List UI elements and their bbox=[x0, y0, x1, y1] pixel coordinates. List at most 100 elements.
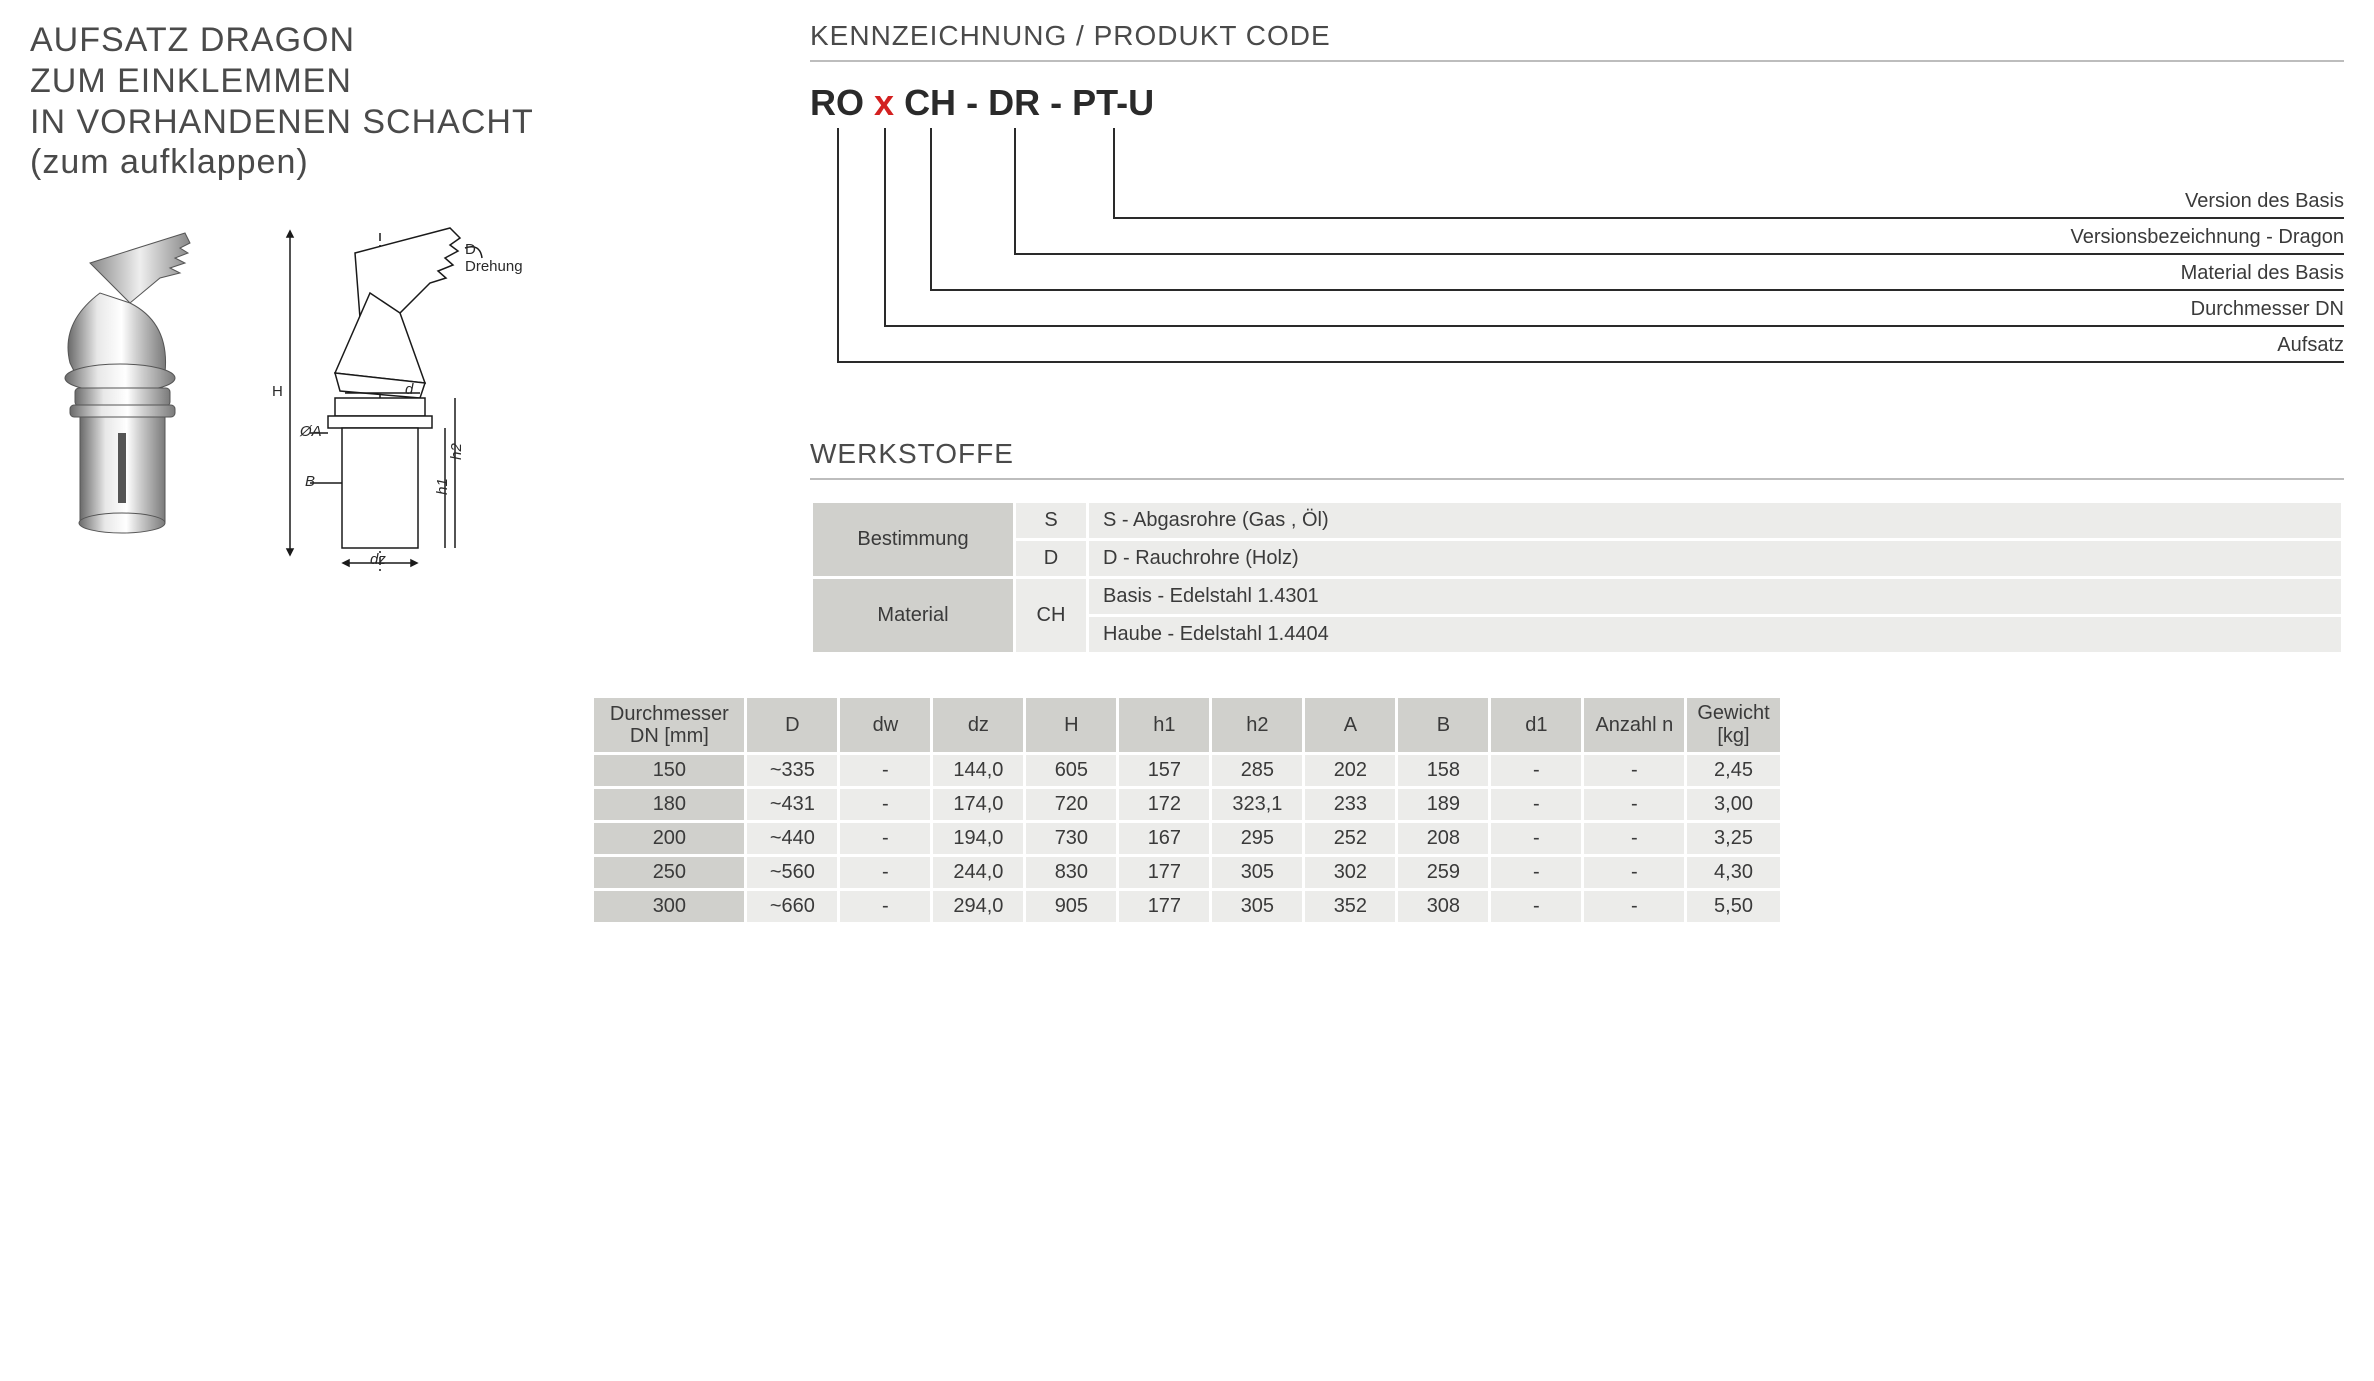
code-legend-diagram: Version des BasisVersionsbezeichnung - D… bbox=[810, 128, 2344, 388]
table-row: D D - Rauchrohre (Holz) bbox=[813, 541, 2341, 576]
mt-code: D bbox=[1016, 541, 1086, 576]
label-d: d bbox=[405, 381, 413, 398]
top-row: AUFSATZ DRAGON ZUM EINKLEMMEN IN VORHAND… bbox=[30, 20, 2344, 655]
table-cell: 300 bbox=[594, 891, 744, 922]
table-header-cell: D bbox=[747, 698, 837, 752]
table-cell: - bbox=[1584, 891, 1684, 922]
materials-table: Bestimmung S S - Abgasrohre (Gas , Öl) D… bbox=[810, 500, 2344, 655]
table-cell: - bbox=[840, 891, 930, 922]
table-cell: 305 bbox=[1212, 857, 1302, 888]
table-header-cell: B bbox=[1398, 698, 1488, 752]
product-code: RO x CH - DR - PT-U bbox=[810, 82, 2344, 124]
table-cell: 302 bbox=[1305, 857, 1395, 888]
product-photo bbox=[30, 223, 230, 543]
table-cell: - bbox=[840, 857, 930, 888]
table-cell: 3,25 bbox=[1687, 823, 1779, 854]
table-cell: 308 bbox=[1398, 891, 1488, 922]
mt-code: CH bbox=[1016, 579, 1086, 652]
images-row: D Drehung H d ØA B h1 h2 dz bbox=[30, 223, 710, 583]
table-header-cell: d1 bbox=[1491, 698, 1581, 752]
table-cell: ~660 bbox=[747, 891, 837, 922]
table-cell: 144,0 bbox=[933, 755, 1023, 786]
table-cell: 305 bbox=[1212, 891, 1302, 922]
table-header-cell: h1 bbox=[1119, 698, 1209, 752]
label-h1: h1 bbox=[434, 478, 451, 495]
mt-desc: D - Rauchrohre (Holz) bbox=[1089, 541, 2341, 576]
table-row: 250~560-244,0830177305302259--4,30 bbox=[594, 857, 1779, 888]
table-cell: - bbox=[1491, 755, 1581, 786]
table-cell: 172 bbox=[1119, 789, 1209, 820]
title-line-1: AUFSATZ DRAGON bbox=[30, 20, 710, 61]
table-header-cell: DurchmesserDN [mm] bbox=[594, 698, 744, 752]
table-cell: 259 bbox=[1398, 857, 1488, 888]
table-cell: 605 bbox=[1026, 755, 1116, 786]
code-seg-ro: RO bbox=[810, 82, 864, 124]
table-cell: - bbox=[1584, 857, 1684, 888]
table-cell: 252 bbox=[1305, 823, 1395, 854]
code-legend-label: Aufsatz bbox=[2277, 334, 2344, 357]
right-column: KENNZEICHNUNG / PRODUKT CODE RO x CH - D… bbox=[770, 20, 2344, 655]
mt-label-material: Material bbox=[813, 579, 1013, 652]
label-rotation: D Drehung bbox=[465, 241, 530, 275]
code-seg-x: x bbox=[874, 82, 894, 124]
table-cell: 3,00 bbox=[1687, 789, 1779, 820]
table-cell: 233 bbox=[1305, 789, 1395, 820]
table-header-row: DurchmesserDN [mm]DdwdzHh1h2ABd1Anzahl n… bbox=[594, 698, 1779, 752]
table-cell: - bbox=[840, 755, 930, 786]
code-legend-label: Material des Basis bbox=[2181, 262, 2344, 285]
table-row: 300~660-294,0905177305352308--5,50 bbox=[594, 891, 1779, 922]
table-cell: 157 bbox=[1119, 755, 1209, 786]
table-cell: 202 bbox=[1305, 755, 1395, 786]
table-cell: 730 bbox=[1026, 823, 1116, 854]
mt-label-bestimmung: Bestimmung bbox=[813, 503, 1013, 576]
table-cell: 177 bbox=[1119, 857, 1209, 888]
table-cell: 208 bbox=[1398, 823, 1488, 854]
title-line-2: ZUM EINKLEMMEN bbox=[30, 61, 710, 102]
table-header-cell: dz bbox=[933, 698, 1023, 752]
code-legend-label: Durchmesser DN bbox=[2191, 298, 2344, 321]
label-dz: dz bbox=[370, 551, 386, 568]
table-cell: 150 bbox=[594, 755, 744, 786]
table-cell: - bbox=[1584, 755, 1684, 786]
table-cell: ~440 bbox=[747, 823, 837, 854]
table-cell: - bbox=[1584, 789, 1684, 820]
table-cell: - bbox=[1584, 823, 1684, 854]
title-line-3: IN VORHANDENEN SCHACHT bbox=[30, 102, 710, 143]
materials-heading: WERKSTOFFE bbox=[810, 438, 2344, 480]
table-cell: 180 bbox=[594, 789, 744, 820]
table-cell: 720 bbox=[1026, 789, 1116, 820]
table-cell: 294,0 bbox=[933, 891, 1023, 922]
code-seg-dr: DR bbox=[988, 82, 1040, 124]
materials-section: WERKSTOFFE Bestimmung S S - Abgasrohre (… bbox=[810, 438, 2344, 655]
table-cell: 905 bbox=[1026, 891, 1116, 922]
table-cell: - bbox=[1491, 823, 1581, 854]
table-cell: 174,0 bbox=[933, 789, 1023, 820]
mt-code: S bbox=[1016, 503, 1086, 538]
mt-desc: Basis - Edelstahl 1.4301 bbox=[1089, 579, 2341, 614]
mt-desc: S - Abgasrohre (Gas , Öl) bbox=[1089, 503, 2341, 538]
code-legend-label: Version des Basis bbox=[2185, 190, 2344, 213]
left-column: AUFSATZ DRAGON ZUM EINKLEMMEN IN VORHAND… bbox=[30, 20, 710, 655]
table-cell: - bbox=[840, 789, 930, 820]
dimensions-table: DurchmesserDN [mm]DdwdzHh1h2ABd1Anzahl n… bbox=[591, 695, 1782, 925]
code-seg-dash2: - bbox=[1050, 82, 1062, 124]
table-cell: 250 bbox=[594, 857, 744, 888]
table-cell: 285 bbox=[1212, 755, 1302, 786]
table-header-cell: Gewicht[kg] bbox=[1687, 698, 1779, 752]
label-h2: h2 bbox=[448, 443, 465, 460]
table-cell: 323,1 bbox=[1212, 789, 1302, 820]
table-cell: 177 bbox=[1119, 891, 1209, 922]
table-cell: 189 bbox=[1398, 789, 1488, 820]
label-B: B bbox=[305, 473, 315, 490]
table-cell: 5,50 bbox=[1687, 891, 1779, 922]
technical-drawing: D Drehung H d ØA B h1 h2 dz bbox=[250, 223, 530, 583]
table-cell: ~560 bbox=[747, 857, 837, 888]
mt-desc: Haube - Edelstahl 1.4404 bbox=[1089, 617, 2341, 652]
table-row: 150~335-144,0605157285202158--2,45 bbox=[594, 755, 1779, 786]
table-cell: - bbox=[1491, 857, 1581, 888]
table-cell: 4,30 bbox=[1687, 857, 1779, 888]
table-cell: 167 bbox=[1119, 823, 1209, 854]
label-OA: ØA bbox=[300, 423, 322, 440]
table-cell: 200 bbox=[594, 823, 744, 854]
table-cell: ~431 bbox=[747, 789, 837, 820]
